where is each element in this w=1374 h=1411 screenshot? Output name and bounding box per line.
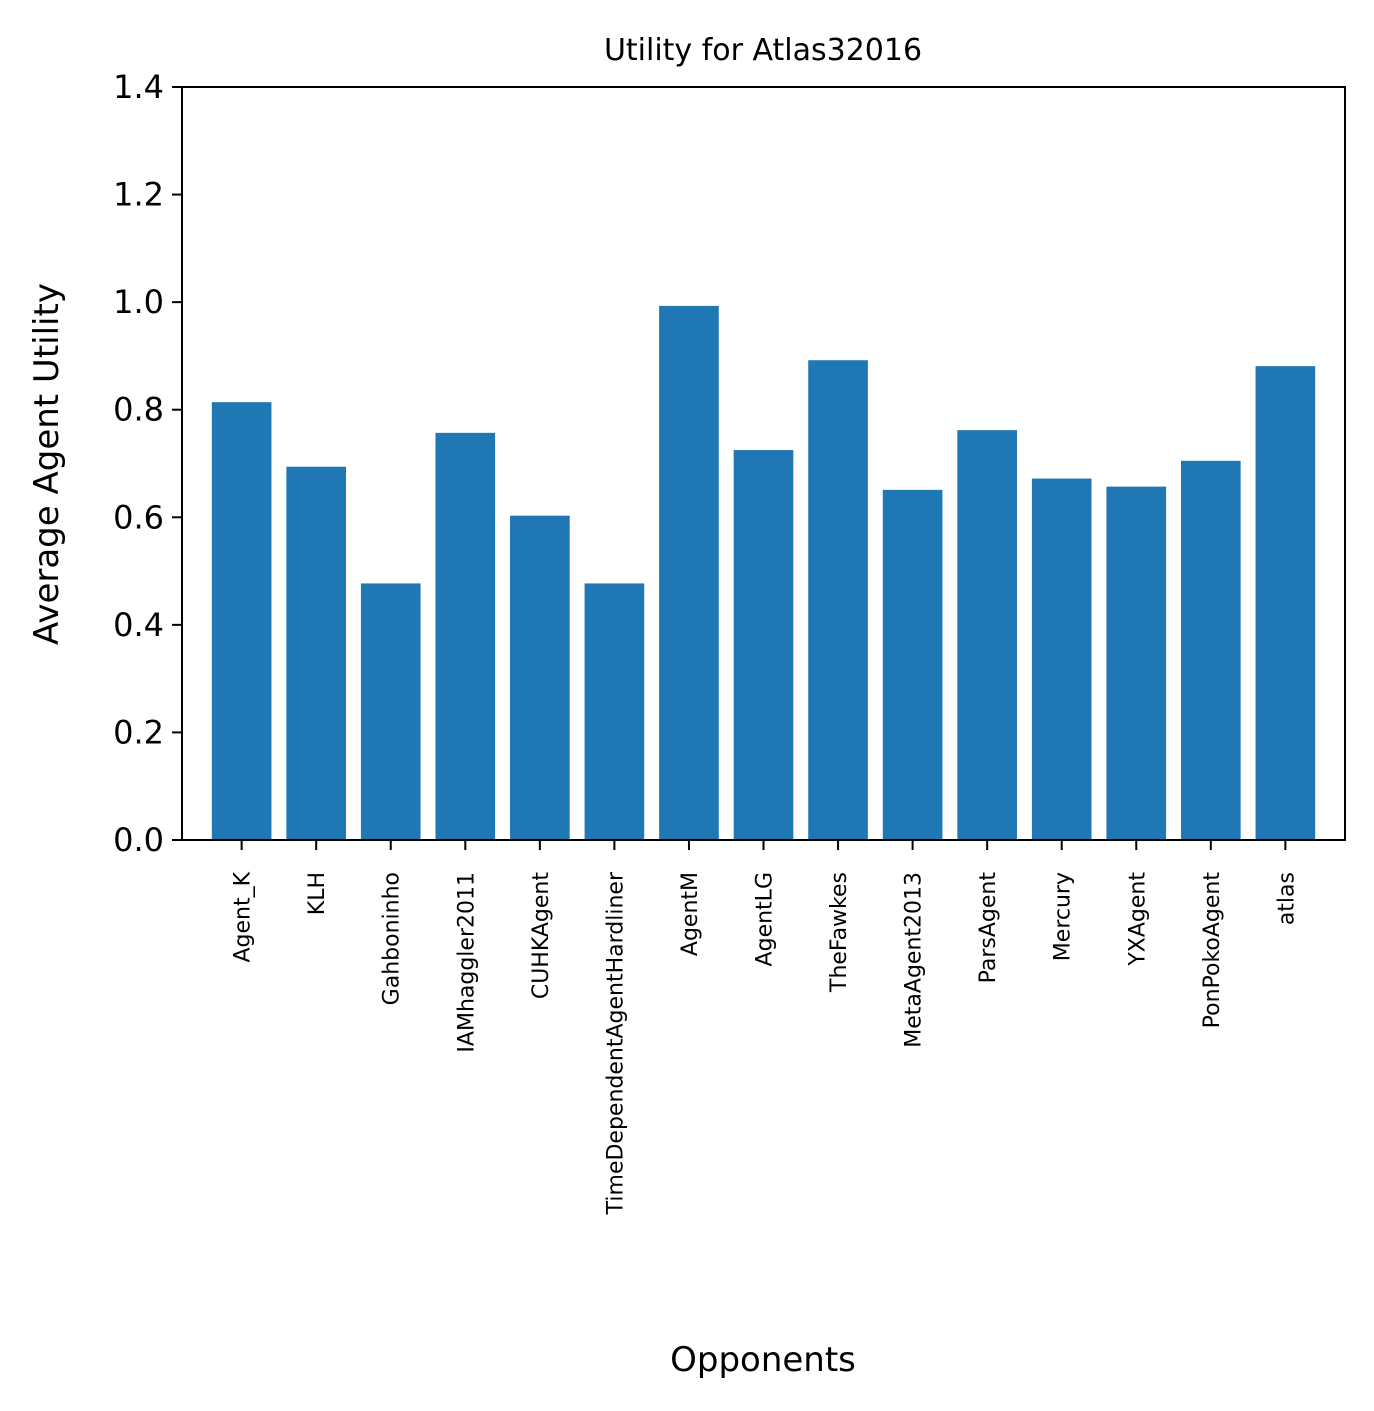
bar-MetaAgent2013 [882, 489, 943, 840]
y-tick-label: 0.2 [113, 713, 164, 751]
bar-Mercury [1031, 478, 1092, 840]
x-axis-label: Opponents [670, 1340, 856, 1380]
y-tick-label: 1.0 [113, 283, 164, 321]
bar-KLH [286, 466, 347, 840]
bar-TheFawkes [808, 360, 868, 840]
x-tick-label-atlas: atlas [1274, 872, 1299, 925]
x-tick-label-YXAgent: YXAgent [1125, 872, 1150, 967]
bar-AgentM [659, 305, 719, 840]
y-tick-label: 0.4 [113, 606, 164, 644]
x-tick-label-Gahboninho: Gahboninho [380, 872, 405, 1005]
bar-atlas [1255, 366, 1316, 840]
x-tick-label-ParsAgent: ParsAgent [976, 872, 1001, 984]
x-tick-label-IAMhaggler2011: IAMhaggler2011 [454, 872, 479, 1053]
bar-IAMhaggler2011 [435, 432, 496, 840]
y-tick-label: 1.4 [113, 68, 164, 106]
x-tick-label-TheFawkes: TheFawkes [827, 872, 852, 993]
bar-YXAgent [1106, 486, 1167, 840]
x-tick-label-KLH: KLH [305, 872, 330, 915]
bar-PonPokoAgent [1180, 460, 1241, 840]
bar-TimeDependentAgentHardliner [584, 583, 645, 840]
bar-ParsAgent [957, 430, 1017, 840]
y-axis-label: Average Agent Utility [27, 283, 67, 645]
bar-Agent_K [211, 402, 272, 840]
x-tick-label-TimeDependentAgentHardliner: TimeDependentAgentHardliner [603, 871, 628, 1215]
bar-AgentLG [733, 450, 794, 840]
x-tick-label-AgentM: AgentM [678, 872, 703, 956]
chart-title: Utility for Atlas32016 [604, 33, 922, 68]
y-tick-label: 1.2 [113, 176, 164, 214]
y-tick-label: 0.6 [113, 498, 164, 536]
bar-Gahboninho [360, 583, 421, 840]
x-tick-label-CUHKAgent: CUHKAgent [529, 872, 554, 1000]
x-tick-label-MetaAgent2013: MetaAgent2013 [902, 872, 927, 1048]
bar-CUHKAgent [510, 515, 570, 840]
y-tick-label: 0.8 [113, 391, 164, 429]
x-tick-label-AgentLG: AgentLG [753, 872, 778, 966]
x-tick-label-PonPokoAgent: PonPokoAgent [1200, 872, 1225, 1029]
x-axis: Agent_K KLH Gahboninho IAMhaggler2011 CUHKAg… [231, 840, 1299, 1215]
x-tick-label-Mercury: Mercury [1051, 872, 1076, 961]
y-axis: 0.0 0.2 0.4 0.6 0.8 1.0 1.2 1.4 [113, 68, 182, 859]
x-tick-label-Agent_K: Agent_K [231, 871, 256, 962]
bars-group [211, 305, 1316, 840]
y-tick-label: 0.0 [113, 821, 164, 859]
